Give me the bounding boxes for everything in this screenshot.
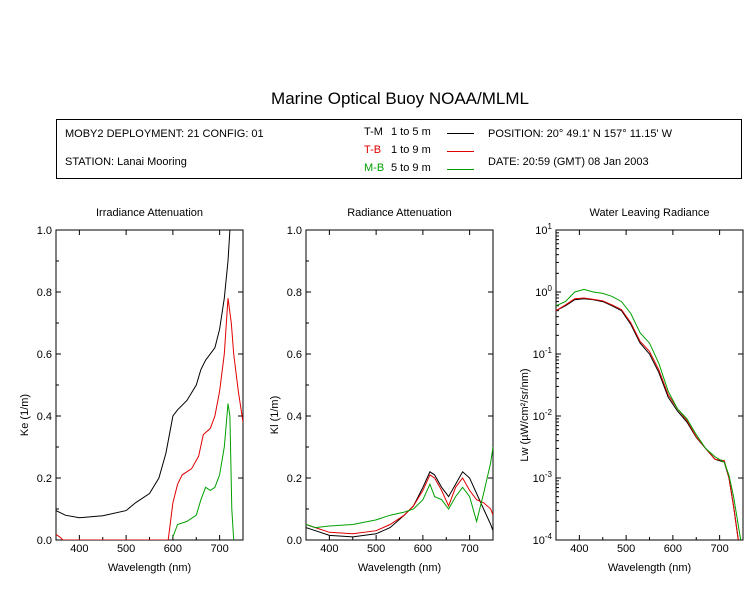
y-tick-label: 100: [535, 284, 552, 299]
legend-code-m-b: M-B: [364, 162, 385, 174]
station-text: STATION: Lanai Mooring: [65, 156, 187, 168]
chart-2: Radiance Attenuation 400 500 600 700 0.0 0.2 0.…: [269, 207, 494, 574]
legend-code-t-b: T-B: [364, 144, 382, 156]
series-line-m-b: [306, 446, 493, 529]
y-axis-label: Ke (1/m): [19, 394, 31, 436]
info-box: MOBY2 DEPLOYMENT: 21 CONFIG: 01 STATION:…: [56, 119, 742, 179]
y-tick-label: 0.0: [37, 535, 52, 547]
x-axis-label: Wavelength (nm): [608, 562, 691, 574]
y-tick-label: 1.0: [287, 225, 302, 237]
x-tick-label: 700: [460, 543, 478, 555]
legend-range-t-b: 1 to 9 m: [391, 144, 431, 156]
y-tick-label: 10-4: [533, 532, 553, 547]
x-tick-label: 500: [617, 543, 635, 555]
chart-title: Water Leaving Radiance: [589, 207, 709, 219]
legend-range-m-b: 5 to 9 m: [391, 162, 431, 174]
x-tick-label: 700: [710, 543, 728, 555]
x-axis-label: Wavelength (nm): [108, 562, 191, 574]
plot-frame: [555, 229, 744, 541]
series-line-m-b: [556, 288, 742, 540]
legend-line-t-b: [447, 151, 474, 152]
series-line-m-b: [172, 403, 235, 540]
series-line-t-b: [56, 298, 243, 540]
x-tick-label: 600: [414, 543, 432, 555]
y-tick-label: 0.4: [37, 411, 52, 423]
chart-main-title: Marine Optical Buoy NOAA/MLML: [271, 89, 529, 108]
y-tick-label: 10-2: [533, 408, 553, 423]
chart-1: Irradiance Attenuation 400 500 600 700 0.0 0.2…: [19, 207, 244, 574]
y-axis-label: Lw (µW/cm²/sr/nm): [519, 368, 531, 461]
x-tick-label: 400: [570, 543, 588, 555]
chart-title: Irradiance Attenuation: [96, 207, 203, 219]
y-tick-label: 0.4: [287, 411, 302, 423]
x-tick-label: 400: [70, 543, 88, 555]
series-line-t-b: [556, 297, 739, 540]
chart-title: Radiance Attenuation: [347, 207, 452, 219]
deployment-text: MOBY2 DEPLOYMENT: 21 CONFIG: 01: [65, 128, 264, 140]
x-tick-label: 600: [664, 543, 682, 555]
series-line-t-b: [306, 474, 493, 535]
y-tick-label: 0.6: [37, 349, 52, 361]
x-tick-label: 700: [210, 543, 228, 555]
y-tick-label: 0.2: [37, 473, 52, 485]
y-tick-label: 0.2: [287, 473, 302, 485]
x-tick-label: 600: [164, 543, 182, 555]
y-tick-label: 10-3: [533, 470, 553, 485]
x-axis-label: Wavelength (nm): [358, 562, 441, 574]
plot-frame: [305, 229, 494, 541]
x-tick-label: 400: [320, 543, 338, 555]
legend-range-t-m: 1 to 5 m: [391, 126, 431, 138]
x-tick-label: 500: [117, 543, 135, 555]
series-line-t-m: [556, 298, 739, 540]
legend-line-t-m: [447, 133, 474, 134]
date-text: DATE: 20:59 (GMT) 08 Jan 2003: [488, 156, 649, 168]
y-tick-label: 0.6: [287, 349, 302, 361]
series-line-t-m: [56, 230, 231, 519]
y-axis-label: Kl (1/m): [269, 396, 281, 435]
y-tick-label: 10-1: [533, 346, 553, 361]
position-text: POSITION: 20° 49.1' N 157° 11.15' W: [488, 128, 672, 140]
series-line-t-m: [306, 471, 493, 538]
legend-code-t-m: T-M: [364, 126, 383, 138]
chart-3: Water Leaving Radiance 400 500 600 700 10-4 10…: [519, 207, 744, 574]
x-tick-label: 500: [367, 543, 385, 555]
legend-line-m-b: [447, 169, 474, 170]
y-tick-label: 0.0: [287, 535, 302, 547]
y-tick-label: 0.8: [37, 287, 52, 299]
y-tick-label: 101: [535, 222, 552, 237]
y-tick-label: 0.8: [287, 287, 302, 299]
y-tick-label: 1.0: [37, 225, 52, 237]
